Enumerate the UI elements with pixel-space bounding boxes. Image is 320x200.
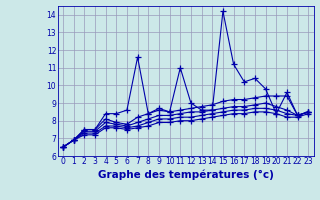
X-axis label: Graphe des températures (°c): Graphe des températures (°c): [98, 169, 274, 180]
